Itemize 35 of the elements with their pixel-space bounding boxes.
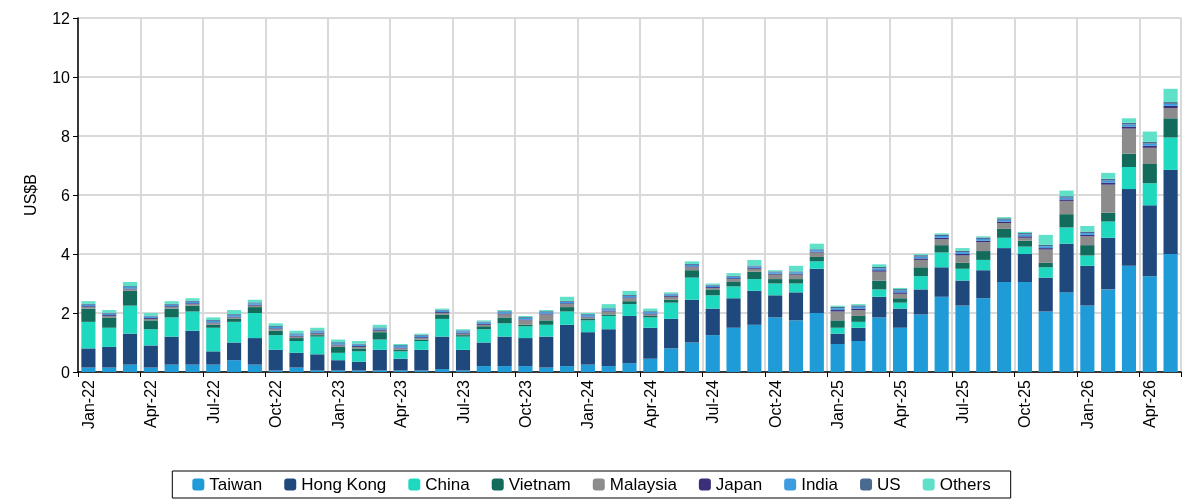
legend-label: India [801, 475, 839, 494]
y-tick-label: 6 [61, 186, 71, 204]
x-tick-label: Oct-25 [1016, 379, 1034, 429]
legend-label: Vietnam [508, 475, 571, 494]
x-tick-label: Apr-22 [142, 379, 160, 429]
y-tick-label: 2 [61, 304, 71, 322]
x-tick-label: Jan-26 [1078, 379, 1096, 429]
x-tick-label: Oct-24 [766, 379, 784, 429]
y-tick-label: 4 [61, 245, 71, 263]
x-tick-label: Jul-25 [953, 379, 971, 424]
legend-label: Hong Kong [301, 475, 387, 494]
x-tick-label: Jan-25 [829, 379, 847, 429]
x-tick-label: Apr-26 [1141, 379, 1159, 429]
legend-label: US [877, 475, 901, 494]
y-tick-label: 10 [52, 68, 71, 86]
x-tick-label: Jan-24 [579, 379, 597, 429]
x-tick-label: Oct-22 [267, 379, 285, 429]
x-tick-label: Jul-22 [204, 379, 222, 424]
y-tick-label: 8 [61, 127, 71, 145]
x-tick-label: Jul-23 [454, 379, 472, 424]
y-tick-label: 0 [61, 363, 71, 381]
y-tick-label: 12 [52, 9, 71, 27]
x-tick-label: Apr-25 [891, 379, 909, 429]
x-tick-label: Jul-24 [704, 379, 722, 424]
legend-label: Others [939, 475, 991, 494]
legend-label: Malaysia [609, 475, 678, 494]
x-tick-label: Jan-23 [329, 379, 347, 429]
legend-label: China [425, 475, 471, 494]
x-tick-label: Apr-24 [641, 379, 659, 429]
legend-label: Japan [715, 475, 763, 494]
legend-label: Taiwan [209, 475, 263, 494]
x-tick-label: Oct-23 [516, 379, 534, 429]
x-tick-label: Apr-23 [392, 379, 410, 429]
y-axis-title: US$B [21, 174, 39, 216]
x-tick-label: Jan-22 [79, 379, 97, 429]
